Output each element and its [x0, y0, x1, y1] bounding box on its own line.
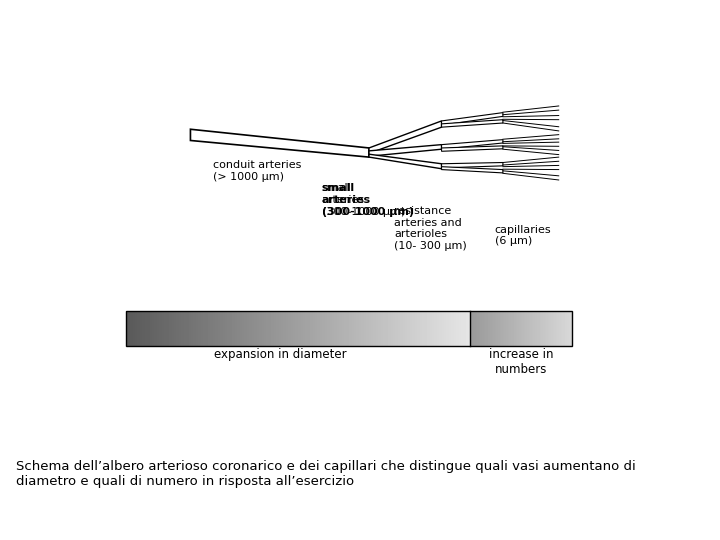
Text: increase in
numbers: increase in numbers — [489, 348, 553, 376]
Polygon shape — [441, 113, 503, 125]
Polygon shape — [441, 163, 503, 168]
Text: resistance
arteries and
arterioles
(10- 300 μm): resistance arteries and arterioles (10- … — [394, 206, 467, 251]
Polygon shape — [369, 145, 441, 156]
Text: capillaries
(6 μm): capillaries (6 μm) — [495, 225, 552, 246]
Polygon shape — [441, 146, 503, 151]
Polygon shape — [441, 167, 503, 173]
Polygon shape — [190, 129, 369, 157]
Text: small
arteries
(300-1000 μm): small arteries (300-1000 μm) — [322, 183, 413, 217]
Text: expansion in diameter: expansion in diameter — [215, 348, 347, 361]
Polygon shape — [441, 140, 503, 149]
Polygon shape — [369, 121, 441, 153]
Polygon shape — [369, 154, 441, 168]
Polygon shape — [441, 120, 503, 127]
Text: conduit arteries
(> 1000 μm): conduit arteries (> 1000 μm) — [213, 160, 301, 182]
Text: Schema dell’albero arterioso coronarico e dei capillari che distingue quali vasi: Schema dell’albero arterioso coronarico … — [16, 460, 636, 488]
Text: small
arteries
(300-1000 μm): small arteries (300-1000 μm) — [322, 183, 405, 217]
